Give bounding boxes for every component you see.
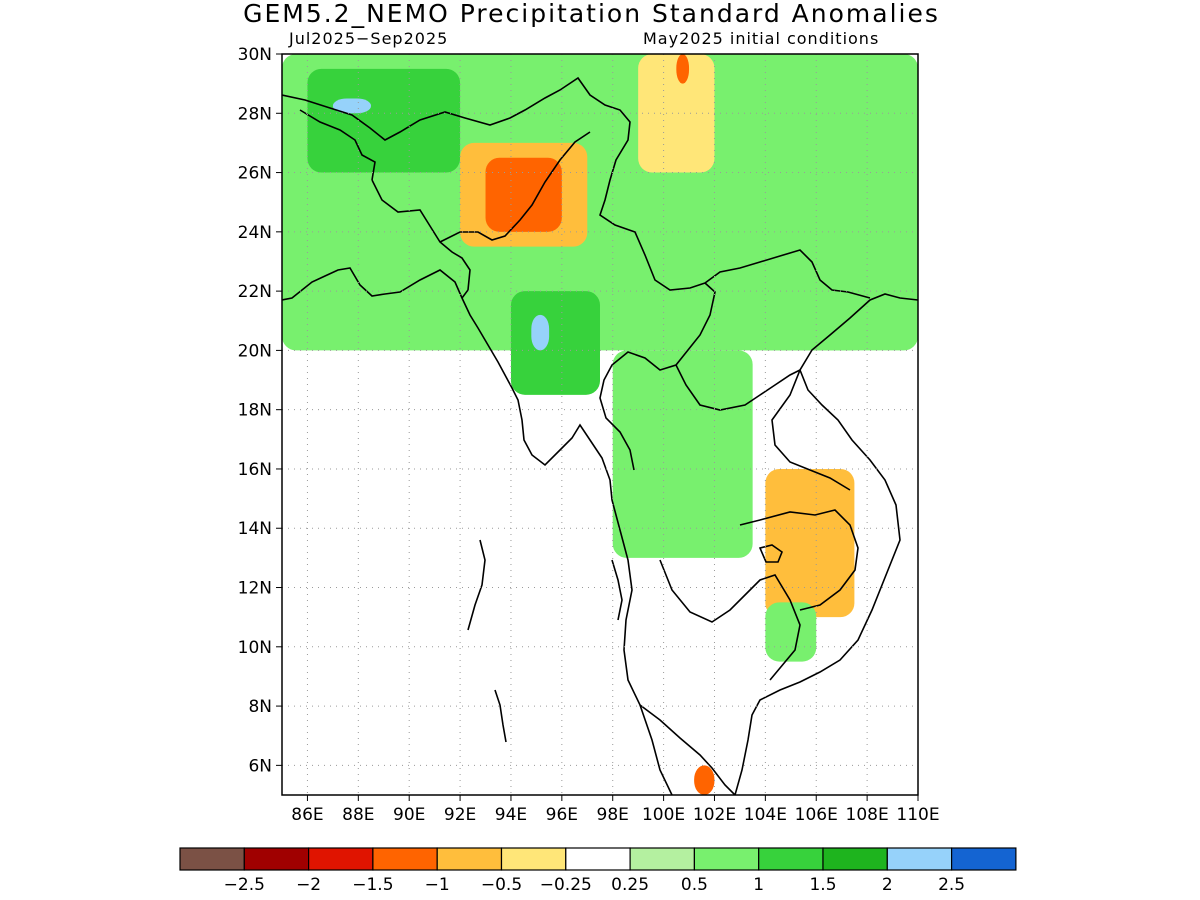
colorbar-swatch bbox=[629, 847, 695, 871]
coastline-borders bbox=[282, 76, 918, 795]
colorbar-label: −1 bbox=[425, 875, 450, 895]
anomaly-region-13 bbox=[765, 602, 817, 662]
border-china-laos-vietnam bbox=[704, 249, 871, 299]
colorbar-swatch bbox=[693, 847, 760, 871]
anomaly-region-10 bbox=[752, 261, 868, 351]
colorbar-label: 0.25 bbox=[611, 875, 649, 895]
gulf-of-thailand-coast bbox=[659, 559, 801, 681]
nepal-outline bbox=[299, 109, 376, 181]
longitude-axis: 86E 88E 90E 92E 94E 96E 98E 100E 102E 104E 106E 108… bbox=[291, 795, 940, 825]
anomaly-region-1 bbox=[307, 68, 461, 173]
forecast-period: Jul2025−Sep2025 bbox=[289, 29, 449, 48]
coastline-india-bangladesh bbox=[282, 267, 736, 795]
colorbar-label: −0.5 bbox=[481, 875, 522, 895]
coastline-indochina bbox=[734, 293, 918, 795]
lon-label: 86E bbox=[291, 805, 323, 825]
colorbar-label: 2 bbox=[882, 875, 893, 895]
lon-label: 94E bbox=[495, 805, 527, 825]
colorbar-labels: −2.5 −2 −1.5 −1 −0.5 −0.25 0.25 0.5 1 1.5 2 2.5 bbox=[224, 875, 965, 895]
anomaly-shading bbox=[282, 54, 918, 795]
colorbar-label: 1 bbox=[753, 875, 764, 895]
lat-label: 20N bbox=[238, 341, 272, 361]
lon-label: 96E bbox=[546, 805, 578, 825]
lon-label: 100E bbox=[642, 805, 685, 825]
border-myanmar-east bbox=[599, 282, 716, 471]
border-laos-vietnam bbox=[771, 369, 851, 491]
border-laos-thailand bbox=[675, 364, 801, 411]
lat-label: 14N bbox=[238, 519, 272, 539]
map-title: GEM5.2_NEMO Precipitation Standard Anoma… bbox=[243, 0, 940, 28]
lat-label: 12N bbox=[238, 579, 272, 599]
anomaly-region-14 bbox=[694, 765, 715, 795]
anomaly-region-7 bbox=[510, 291, 600, 395]
anomaly-region-5 bbox=[638, 54, 715, 173]
colorbar-label: 1.5 bbox=[809, 875, 836, 895]
lat-label: 18N bbox=[238, 401, 272, 421]
cambodia-lake bbox=[758, 544, 783, 563]
colorbar-label: −1.5 bbox=[352, 875, 393, 895]
anomaly-region-9 bbox=[612, 350, 753, 558]
colorbar-label: 2.5 bbox=[938, 875, 965, 895]
colorbar-label: −2 bbox=[296, 875, 321, 895]
lat-label: 24N bbox=[238, 223, 272, 243]
colorbar-swatch bbox=[950, 847, 1017, 871]
lon-label: 110E bbox=[896, 805, 939, 825]
colorbar-swatch bbox=[565, 847, 631, 871]
anomaly-region-8 bbox=[531, 314, 550, 351]
malay-peninsula-coast bbox=[639, 704, 673, 795]
initial-conditions: May2025 initial conditions bbox=[643, 29, 880, 48]
lon-label: 108E bbox=[846, 805, 889, 825]
lon-label: 102E bbox=[693, 805, 736, 825]
island-outline bbox=[467, 539, 486, 631]
colorbar-swatch bbox=[436, 847, 503, 871]
colorbar-label: 0.5 bbox=[681, 875, 708, 895]
colorbar-swatch bbox=[308, 847, 374, 871]
anomaly-region-4 bbox=[485, 157, 562, 232]
lat-label: 16N bbox=[238, 460, 272, 480]
lat-label: 8N bbox=[248, 697, 272, 717]
colorbar-swatch bbox=[179, 847, 245, 871]
lat-label: 22N bbox=[238, 282, 272, 302]
map-frame bbox=[281, 53, 919, 796]
colorbar-swatch bbox=[372, 847, 438, 871]
lat-label: 26N bbox=[238, 164, 272, 184]
lon-label: 92E bbox=[444, 805, 476, 825]
lon-label: 104E bbox=[744, 805, 787, 825]
island-outline-3 bbox=[611, 559, 623, 621]
lat-label: 6N bbox=[248, 756, 272, 776]
lon-label: 98E bbox=[597, 805, 629, 825]
colorbar-swatch bbox=[886, 847, 953, 871]
colorbar-label: −0.25 bbox=[540, 875, 592, 895]
border-cambodia bbox=[739, 509, 859, 611]
anomaly-region-2 bbox=[332, 98, 372, 114]
colorbar-swatch bbox=[500, 847, 567, 871]
colorbar-label: −2.5 bbox=[224, 875, 265, 895]
island-outline-2 bbox=[494, 689, 507, 743]
border-bangladesh-east bbox=[439, 131, 591, 243]
colorbar-swatch bbox=[243, 847, 310, 871]
anomaly-region-6 bbox=[676, 54, 690, 84]
latitude-axis: 30N 28N 26N 24N 22N 20N 18N 16N 14N 12N 10N 8N 6N bbox=[238, 45, 282, 776]
colorbar-swatch bbox=[822, 847, 888, 871]
lat-lon-grid bbox=[282, 53, 919, 795]
lon-label: 88E bbox=[342, 805, 374, 825]
lat-label: 28N bbox=[238, 104, 272, 124]
lon-label: 90E bbox=[393, 805, 425, 825]
colorbar bbox=[179, 847, 1017, 871]
anomaly-region-12 bbox=[790, 513, 842, 588]
lat-label: 30N bbox=[238, 45, 272, 65]
colorbar-swatch bbox=[758, 847, 824, 871]
border-himalaya bbox=[282, 76, 706, 291]
lat-label: 10N bbox=[238, 638, 272, 658]
lon-label: 106E bbox=[795, 805, 838, 825]
